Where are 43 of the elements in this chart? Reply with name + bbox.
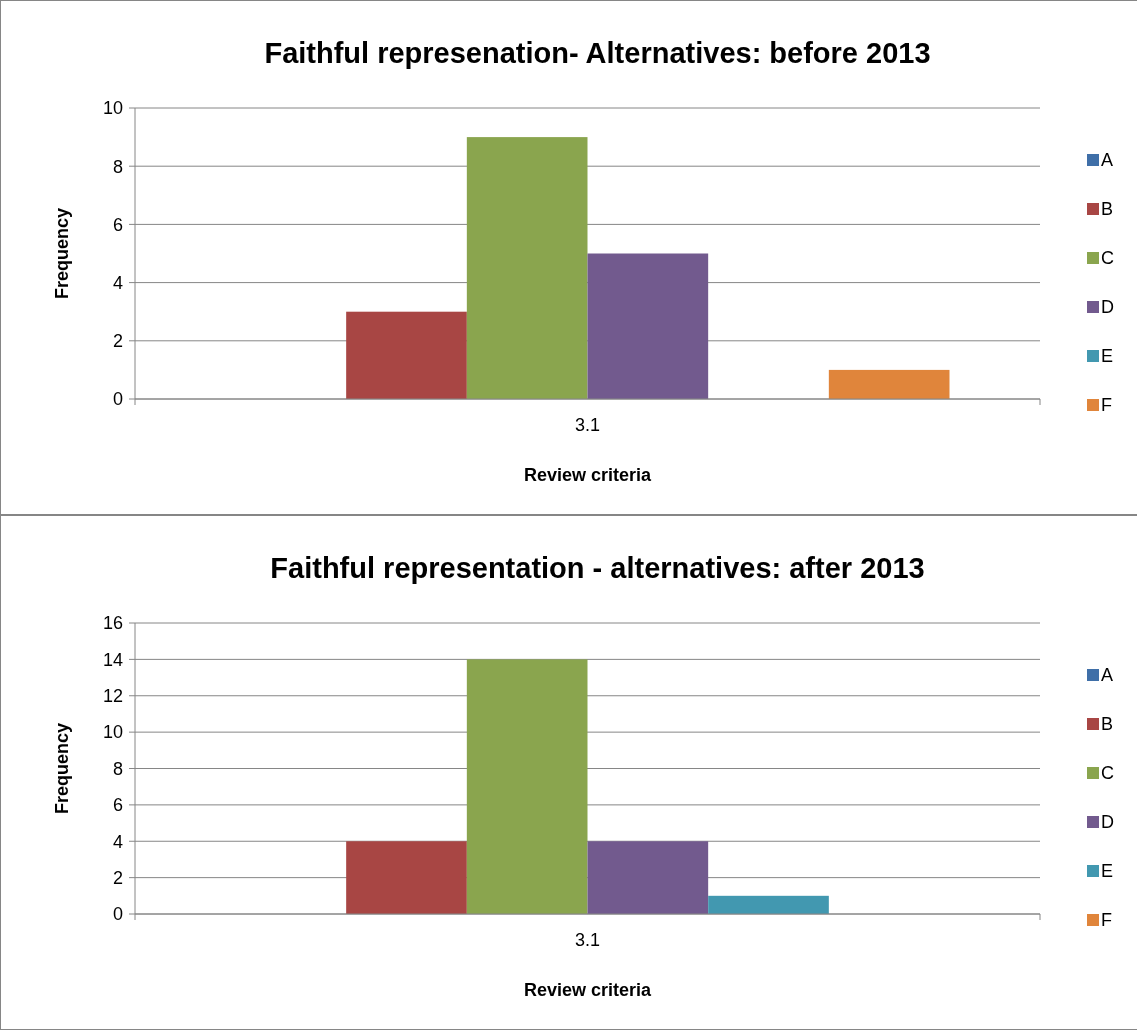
x-axis-title: Review criteria xyxy=(523,465,653,485)
chart-title: Faithful representation - alternatives: after 2013 xyxy=(270,552,925,584)
legend-label: F xyxy=(1101,395,1112,416)
y-tick-label: 14 xyxy=(102,649,123,670)
y-tick-label: 6 xyxy=(112,214,123,235)
y-axis-title: Frequency xyxy=(52,207,72,300)
y-axis-title: Frequency xyxy=(52,722,72,815)
y-tick-label: 12 xyxy=(102,686,123,707)
legend-label: C xyxy=(1101,763,1114,784)
chart-title: Faithful represenation- Alternatives: before 2013 xyxy=(264,37,931,69)
legend-label: D xyxy=(1101,297,1114,318)
y-tick-label: 16 xyxy=(102,613,123,634)
y-tick-label: 2 xyxy=(112,331,123,352)
legend-label: F xyxy=(1101,910,1112,931)
legend-label: B xyxy=(1101,199,1114,220)
bar xyxy=(346,841,467,914)
y-tick-label: 0 xyxy=(112,904,123,925)
legend-label: B xyxy=(1101,714,1114,735)
y-tick-label: 6 xyxy=(112,795,123,816)
bar xyxy=(466,137,588,399)
bar xyxy=(587,253,709,399)
legend-label: C xyxy=(1101,248,1114,269)
legend-label: E xyxy=(1101,346,1114,367)
legend-label: D xyxy=(1101,812,1114,833)
legend-label: A xyxy=(1101,665,1114,686)
bar xyxy=(587,841,709,914)
bar xyxy=(346,311,467,399)
x-axis-title: Review criteria xyxy=(523,980,653,1000)
legend-label: E xyxy=(1101,861,1114,882)
bar xyxy=(708,895,829,914)
legend-label: A xyxy=(1101,150,1114,171)
y-tick-label: 2 xyxy=(112,867,123,888)
y-tick-label: 10 xyxy=(102,722,123,743)
y-tick-label: 0 xyxy=(112,389,123,410)
y-tick-label: 10 xyxy=(102,98,123,119)
y-tick-label: 4 xyxy=(112,831,123,852)
y-tick-label: 8 xyxy=(112,156,123,177)
bar xyxy=(466,659,588,914)
y-tick-label: 4 xyxy=(112,272,123,293)
x-tick-label: 3.1 xyxy=(574,930,601,950)
y-tick-label: 8 xyxy=(112,758,123,779)
bar xyxy=(828,369,950,399)
x-tick-label: 3.1 xyxy=(574,415,601,435)
